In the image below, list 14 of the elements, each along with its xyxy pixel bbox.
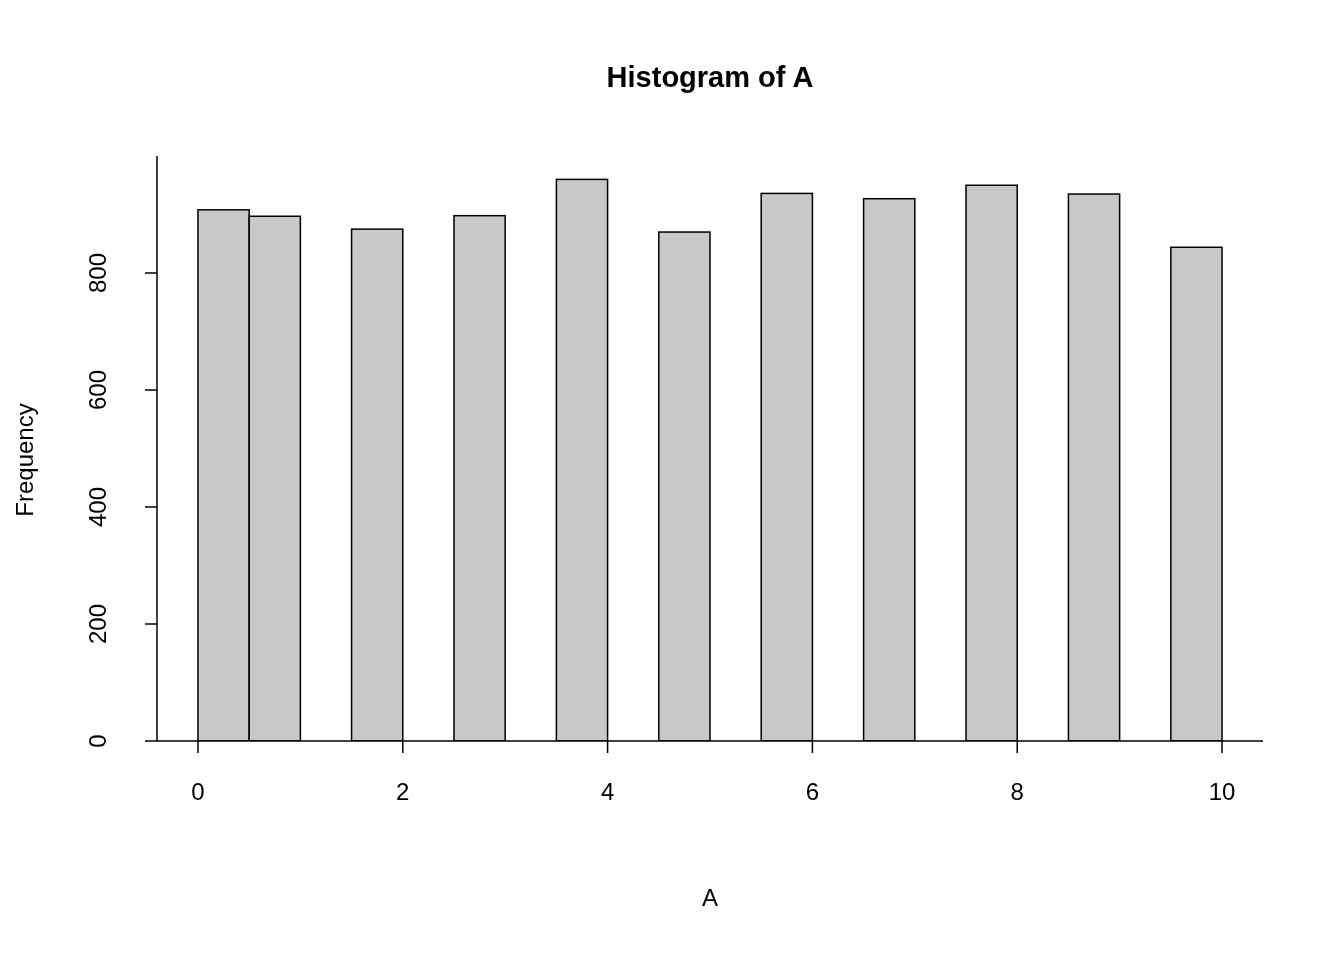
- y-tick-label: 400: [84, 486, 111, 528]
- x-tick-label: 8: [1010, 778, 1024, 806]
- x-tick-label: 4: [600, 778, 615, 806]
- y-tick-label: 200: [84, 603, 111, 645]
- x-axis-title: A: [701, 884, 719, 912]
- y-tick-label: 0: [84, 734, 111, 748]
- x-tick-label: 6: [805, 778, 820, 806]
- x-tick-label: 10: [1208, 778, 1236, 806]
- y-tick-label: 600: [84, 369, 111, 411]
- y-tick-label: 800: [84, 252, 111, 294]
- x-tick-label: 2: [396, 778, 410, 806]
- chart-title: Histogram of A: [605, 60, 815, 94]
- y-axis-title: Frequency: [11, 402, 39, 519]
- x-tick-label: 0: [191, 778, 205, 806]
